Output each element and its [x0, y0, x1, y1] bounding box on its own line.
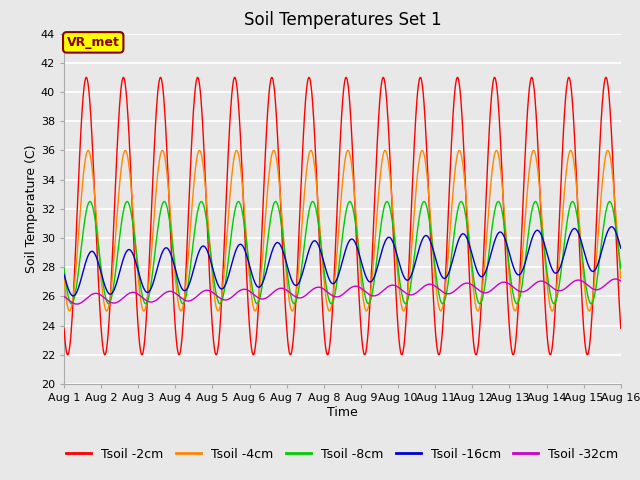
- Tsoil -16cm: [378, 251, 385, 256]
- Tsoil -2cm: [104, 338, 111, 344]
- Tsoil -2cm: [602, 74, 610, 80]
- Tsoil -32cm: [612, 276, 620, 282]
- Tsoil -16cm: [617, 245, 625, 251]
- Tsoil -8cm: [104, 300, 111, 306]
- Tsoil -2cm: [297, 192, 305, 198]
- Tsoil -2cm: [617, 325, 625, 331]
- Line: Tsoil -32cm: Tsoil -32cm: [64, 279, 621, 304]
- Tsoil -4cm: [617, 275, 625, 281]
- Tsoil -8cm: [318, 251, 326, 257]
- Tsoil -2cm: [378, 83, 385, 88]
- Tsoil -16cm: [297, 276, 305, 282]
- Tsoil -2cm: [126, 155, 134, 161]
- Tsoil -4cm: [318, 255, 326, 261]
- Legend: Tsoil -2cm, Tsoil -4cm, Tsoil -8cm, Tsoil -16cm, Tsoil -32cm: Tsoil -2cm, Tsoil -4cm, Tsoil -8cm, Tsoi…: [61, 443, 623, 466]
- Tsoil -2cm: [308, 94, 316, 99]
- Tsoil -4cm: [60, 275, 68, 281]
- Tsoil -32cm: [378, 289, 385, 295]
- Y-axis label: Soil Temperature (C): Soil Temperature (C): [25, 144, 38, 273]
- Tsoil -32cm: [60, 293, 68, 299]
- Tsoil -8cm: [68, 301, 76, 307]
- Tsoil -8cm: [308, 199, 316, 204]
- Tsoil -2cm: [318, 298, 326, 304]
- Tsoil -4cm: [297, 241, 305, 247]
- Tsoil -4cm: [308, 149, 316, 155]
- Tsoil -8cm: [606, 199, 614, 204]
- Title: Soil Temperatures Set 1: Soil Temperatures Set 1: [244, 11, 441, 29]
- Tsoil -32cm: [308, 287, 316, 293]
- Tsoil -16cm: [318, 253, 326, 259]
- Tsoil -32cm: [126, 290, 134, 296]
- Tsoil -32cm: [104, 298, 111, 303]
- Tsoil -16cm: [126, 247, 134, 253]
- Tsoil -16cm: [308, 240, 316, 246]
- Line: Tsoil -8cm: Tsoil -8cm: [64, 202, 621, 304]
- Tsoil -16cm: [607, 224, 615, 229]
- Tsoil -16cm: [104, 289, 111, 295]
- Tsoil -32cm: [318, 285, 326, 291]
- Line: Tsoil -16cm: Tsoil -16cm: [64, 227, 621, 296]
- Line: Tsoil -2cm: Tsoil -2cm: [64, 77, 621, 355]
- Tsoil -4cm: [126, 173, 134, 179]
- Tsoil -16cm: [60, 272, 68, 277]
- Tsoil -4cm: [604, 147, 612, 153]
- Tsoil -8cm: [126, 205, 134, 211]
- Tsoil -4cm: [378, 164, 385, 170]
- Tsoil -4cm: [104, 307, 111, 313]
- Tsoil -4cm: [66, 308, 74, 314]
- Tsoil -8cm: [60, 265, 68, 271]
- Tsoil -2cm: [60, 325, 68, 331]
- Line: Tsoil -4cm: Tsoil -4cm: [64, 150, 621, 311]
- Tsoil -32cm: [297, 295, 305, 301]
- Tsoil -16cm: [70, 293, 77, 299]
- Tsoil -32cm: [73, 301, 81, 307]
- Text: VR_met: VR_met: [67, 36, 120, 49]
- Tsoil -8cm: [378, 221, 385, 227]
- Tsoil -8cm: [297, 273, 305, 279]
- Tsoil -2cm: [64, 352, 72, 358]
- X-axis label: Time: Time: [327, 406, 358, 419]
- Tsoil -8cm: [617, 265, 625, 271]
- Tsoil -32cm: [617, 278, 625, 284]
